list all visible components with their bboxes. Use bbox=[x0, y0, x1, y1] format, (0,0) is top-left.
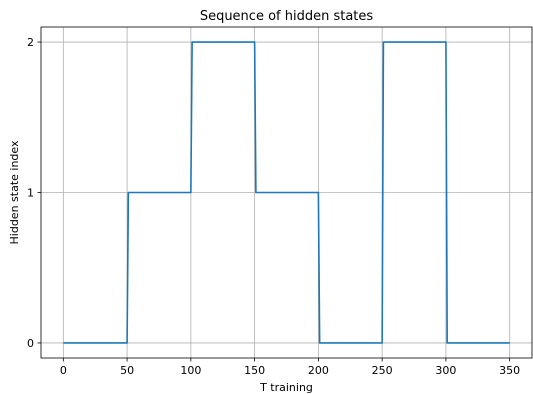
series-line-0 bbox=[63, 41, 510, 344]
chart-title: Sequence of hidden states bbox=[200, 9, 374, 24]
x-axis-label: T training bbox=[259, 381, 313, 394]
y-tick-label: 1 bbox=[27, 187, 34, 200]
y-axis: 0 1 2 bbox=[27, 36, 41, 350]
x-tick-label: 200 bbox=[308, 364, 329, 377]
x-tick-label: 250 bbox=[372, 364, 393, 377]
series-layer bbox=[63, 41, 510, 344]
x-tick-label: 0 bbox=[60, 364, 67, 377]
x-tick-label: 100 bbox=[180, 364, 201, 377]
y-axis-label: Hidden state index bbox=[8, 140, 21, 244]
x-tick-label: 300 bbox=[435, 364, 456, 377]
x-tick-label: 350 bbox=[499, 364, 520, 377]
y-tick-label: 0 bbox=[27, 337, 34, 350]
x-axis: 0 50 100 150 200 250 300 350 bbox=[60, 358, 520, 377]
y-tick-label: 2 bbox=[27, 36, 34, 49]
x-tick-label: 150 bbox=[244, 364, 265, 377]
x-tick-label: 50 bbox=[120, 364, 134, 377]
